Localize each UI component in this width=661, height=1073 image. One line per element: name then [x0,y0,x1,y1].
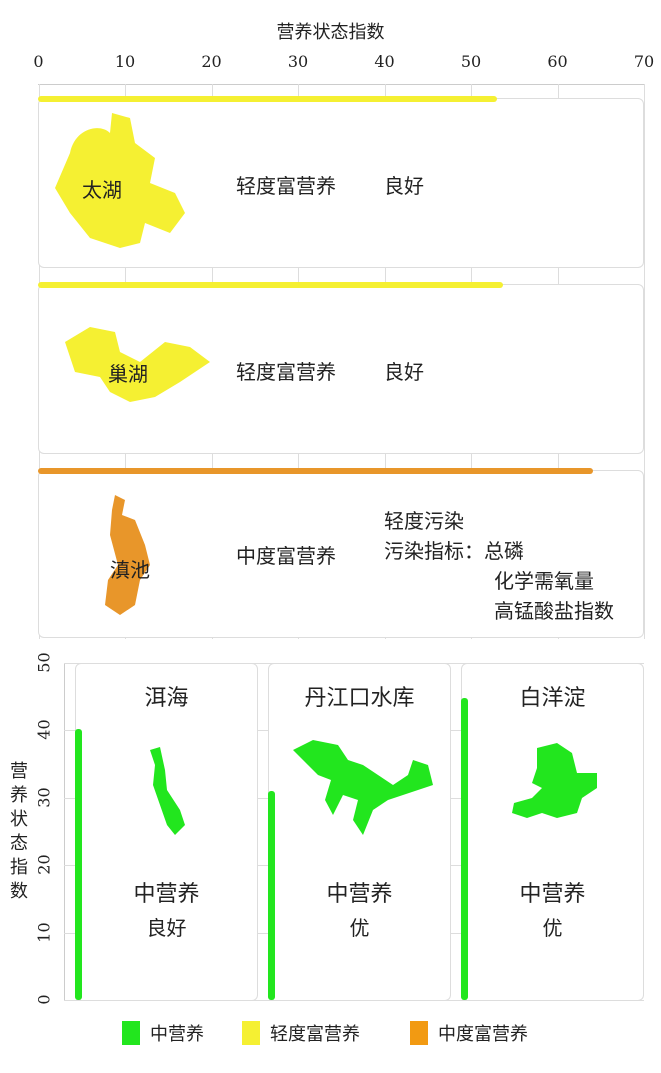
y-tick-label: 0 [34,994,54,1005]
lake-outline [150,747,185,835]
trophic-level: 中营养 [133,882,200,907]
lake-outline [512,743,597,818]
legend-swatch [410,1021,428,1045]
x-axis-title: 营养状态指数 [276,22,385,43]
lake-shape-巢湖 [65,327,210,402]
lake-name: 白洋淀 [519,686,586,711]
legend-item-2: 轻度富营养 [242,1020,360,1046]
y-tick-label: 10 [34,921,54,943]
y-tick-label: 50 [34,652,54,673]
y-axis-title: 营养状态指数 [10,761,28,902]
x-axis-line [38,84,644,85]
lake-shape-白洋淀 [512,743,597,818]
lake-name: 巢湖 [108,362,148,386]
legend-item-3: 中度富营养 [410,1020,528,1046]
lake-name: 太湖 [82,178,122,202]
water-quality: 化学需氧量 [494,569,594,593]
water-quality: 良好 [384,174,424,198]
legend-item-1: 中营养 [122,1020,204,1046]
lake-outline [293,740,433,835]
lake-panel-洱海 [75,663,258,1001]
y-tick-label: 30 [34,787,54,808]
water-quality: 污染指标：总磷 [384,539,524,563]
y-axis-line [64,663,65,1001]
trophic-level: 轻度富营养 [236,360,336,384]
lake-name: 丹江口水库 [304,686,415,711]
x-tick-label: 60 [547,52,568,71]
x-tick-label: 30 [287,52,309,71]
x-tick-label: 20 [201,52,222,71]
lake-name: 洱海 [144,686,189,711]
lake-panel-白洋淀 [461,663,644,1001]
lake-name: 滇池 [110,558,150,582]
index-bar [38,282,503,288]
trophic-level: 中度富营养 [236,544,336,568]
y-tick-label: 20 [34,854,54,875]
gridline [644,84,645,639]
legend-label: 中度富营养 [438,1024,528,1045]
lake-outline [105,495,150,615]
index-bar [38,468,594,474]
trophic-level: 中营养 [519,882,586,907]
water-quality: 优 [542,916,563,940]
lake-shape-太湖 [55,113,185,248]
x-tick-label: 0 [33,52,44,71]
legend-label: 轻度富营养 [270,1024,360,1045]
index-bar [268,791,275,1000]
index-bar [38,96,498,102]
lake-panel-滇池 [38,470,644,638]
lake-outline [65,327,210,402]
legend-label: 中营养 [150,1024,204,1045]
water-quality: 优 [349,916,370,940]
x-tick-label: 10 [114,52,136,71]
water-quality: 良好 [384,360,424,384]
trophic-level: 轻度富营养 [236,174,336,198]
lake-shape-洱海 [150,747,185,835]
legend-swatch [242,1021,260,1045]
x-tick-label: 40 [374,52,395,71]
water-quality: 高锰酸盐指数 [494,599,614,623]
legend-swatch [122,1021,140,1045]
water-quality: 轻度污染 [384,509,464,533]
lake-shape-滇池 [105,495,150,615]
lake-shape-丹江口水库 [293,740,433,835]
x-tick-label: 70 [633,52,655,71]
x-tick-label: 50 [460,52,482,71]
index-bar [75,729,82,1000]
y-tick-label: 40 [34,719,54,741]
trophic-level: 中营养 [326,882,393,907]
lake-panel-丹江口水库 [268,663,451,1001]
lake-outline [55,113,185,248]
index-bar [461,698,468,1000]
water-quality: 良好 [146,916,187,940]
